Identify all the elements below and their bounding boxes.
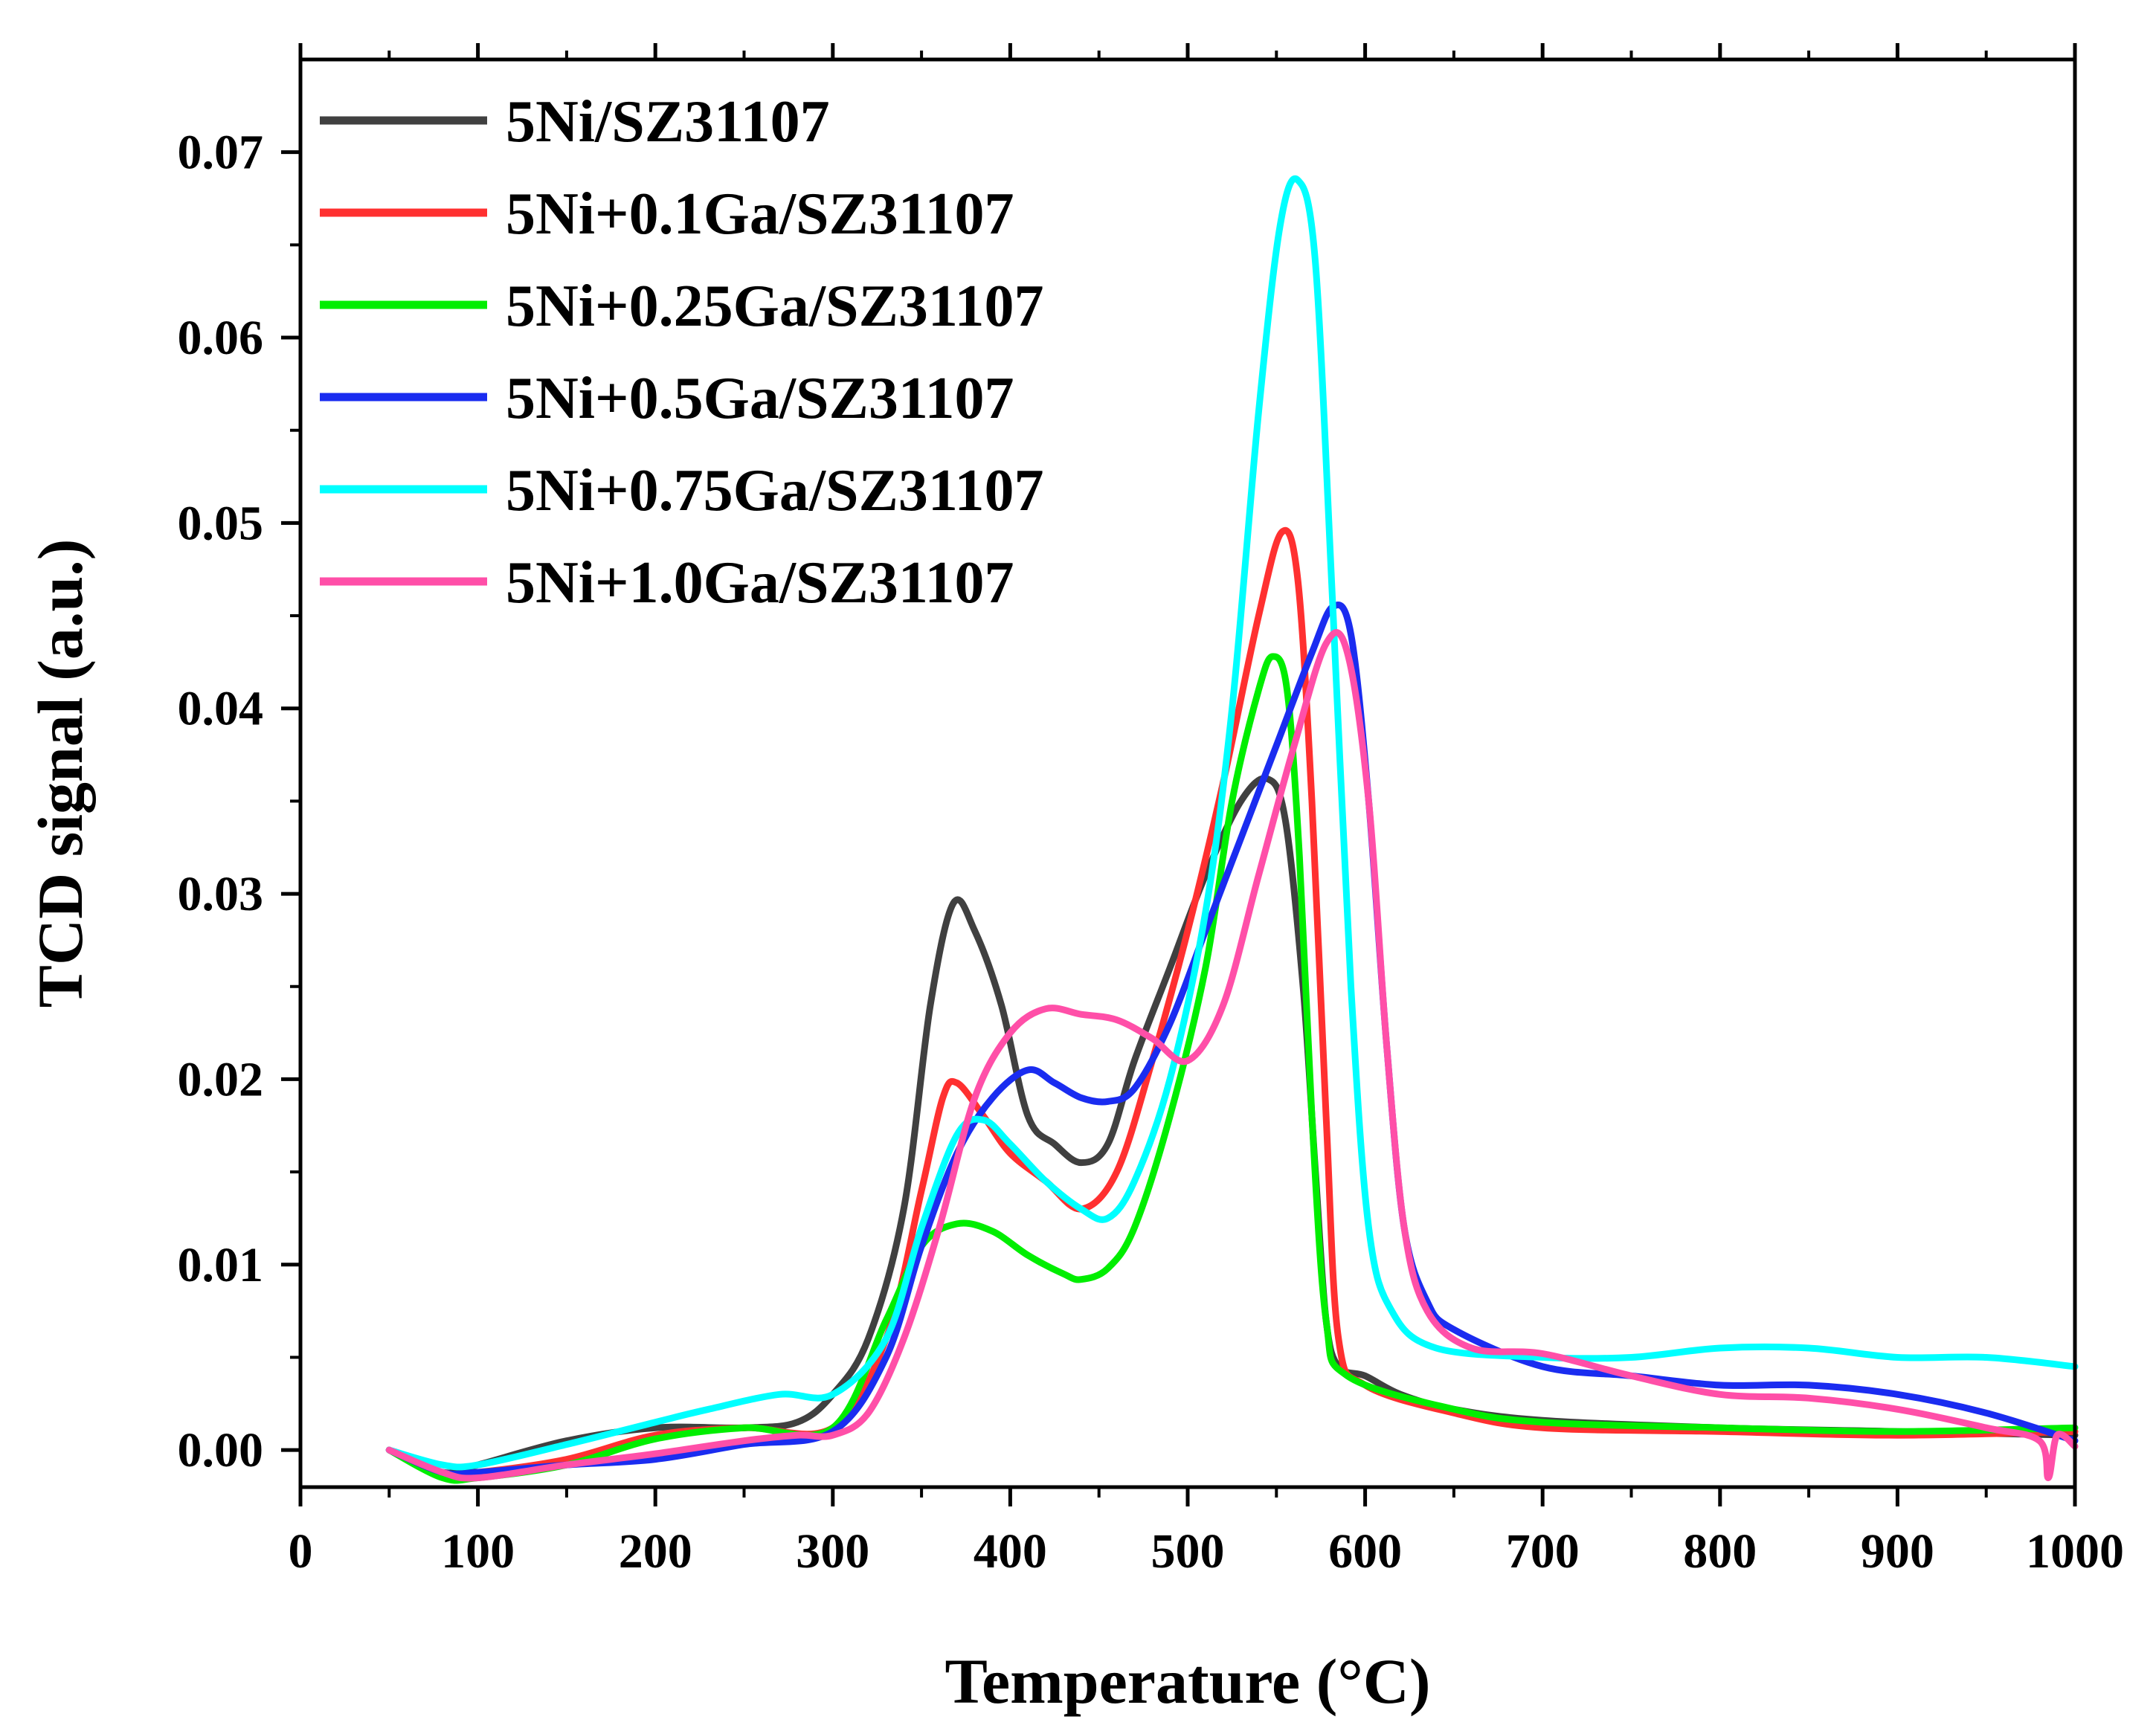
x-tick-label: 200 bbox=[619, 1524, 692, 1579]
y-axis-title: TCD signal (a.u.) bbox=[25, 539, 96, 1008]
legend-label: 5Ni+0.75Ga/SZ31107 bbox=[506, 458, 1043, 523]
legend-label: 5Ni+0.1Ga/SZ31107 bbox=[506, 181, 1014, 247]
legend-label: 5Ni+0.5Ga/SZ31107 bbox=[506, 366, 1014, 431]
ticks-layer: 0 100 200 300 400 500 600 700 800 900 1000 0.00 0.01… bbox=[178, 43, 2124, 1579]
y-tick-label: 0.06 bbox=[178, 311, 264, 365]
x-tick-label: 700 bbox=[1506, 1524, 1580, 1579]
x-tick-label: 400 bbox=[974, 1524, 1047, 1579]
y-tick-label: 0.03 bbox=[178, 867, 264, 921]
x-tick-label: 600 bbox=[1328, 1524, 1402, 1579]
x-tick-label: 500 bbox=[1151, 1524, 1225, 1579]
x-tick-label: 0 bbox=[289, 1524, 313, 1579]
y-tick-label: 0.02 bbox=[178, 1052, 264, 1106]
y-tick-label: 0.07 bbox=[178, 126, 264, 180]
x-axis-title: Temperature (°C) bbox=[945, 1645, 1431, 1717]
series-line-6 bbox=[385, 629, 2079, 1482]
y-tick-label: 0.04 bbox=[178, 682, 264, 736]
x-tick-label: 800 bbox=[1683, 1524, 1757, 1579]
y-tick-label: 0.01 bbox=[178, 1238, 264, 1292]
legend-label: 5Ni+0.25Ga/SZ31107 bbox=[506, 274, 1043, 339]
x-tick-label: 1000 bbox=[2026, 1524, 2124, 1579]
y-tick-label: 0.00 bbox=[178, 1423, 264, 1477]
legend-label: 5Ni+1.0Ga/SZ31107 bbox=[506, 550, 1014, 616]
legend-label: 5Ni/SZ31107 bbox=[506, 89, 830, 155]
y-tick-label: 0.05 bbox=[178, 496, 264, 550]
series-line-5 bbox=[385, 175, 2079, 1471]
x-tick-label: 300 bbox=[796, 1524, 869, 1579]
x-tick-label: 100 bbox=[441, 1524, 515, 1579]
series-layer bbox=[385, 175, 2079, 1484]
legend: 5Ni/SZ31107 5Ni+0.1Ga/SZ31107 5Ni+0.25Ga/S… bbox=[320, 89, 1043, 616]
x-tick-label: 900 bbox=[1861, 1524, 1934, 1579]
